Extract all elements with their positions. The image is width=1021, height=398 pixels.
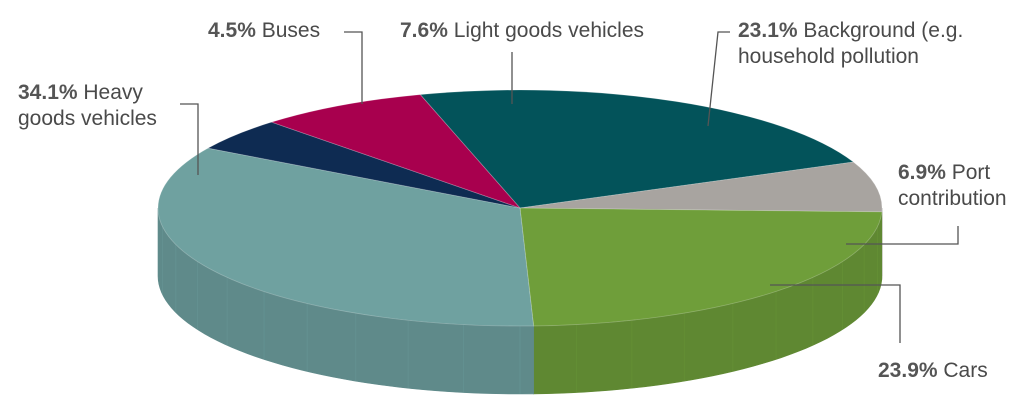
label-port: 6.9% Port contribution	[898, 160, 1007, 212]
label-light-goods-pct: 7.6%	[400, 19, 448, 42]
label-light-goods: 7.6% Light goods vehicles	[400, 18, 644, 44]
slice-port	[519, 161, 883, 213]
label-heavy-goods-text: Heavy	[83, 81, 143, 104]
slice-buses	[206, 121, 521, 209]
label-heavy-goods-pct: 34.1%	[18, 81, 78, 104]
label-heavy-goods: 34.1% Heavy goods vehicles	[18, 80, 157, 132]
label-cars: 23.9% Cars	[878, 358, 988, 384]
leader-line-background	[707, 31, 730, 127]
label-cars-pct: 23.9%	[878, 359, 938, 382]
label-buses-pct: 4.5%	[208, 19, 256, 42]
label-heavy-goods-text-line2: goods vehicles	[18, 107, 157, 130]
label-port-text-line2: contribution	[898, 187, 1007, 210]
label-port-text: Port	[951, 161, 991, 184]
label-background-text: Background (e.g.	[803, 19, 964, 42]
label-buses: 4.5% Buses	[208, 18, 320, 44]
label-light-goods-text: Light goods vehicles	[453, 19, 645, 42]
leader-line-cars	[770, 284, 901, 343]
label-background: 23.1% Background (e.g. household polluti…	[738, 18, 963, 70]
slice-light-goods	[270, 94, 522, 209]
label-background-pct: 23.1%	[738, 19, 798, 42]
label-port-pct: 6.9%	[898, 161, 946, 184]
leader-line-buses	[344, 31, 363, 104]
label-buses-text: Buses	[261, 19, 321, 42]
leader-line-port	[846, 226, 959, 245]
label-cars-text: Cars	[943, 359, 988, 382]
slice-heavy-goods	[157, 147, 535, 327]
label-background-text-line2: household pollution	[738, 45, 919, 68]
leader-line-heavy-goods	[180, 103, 199, 175]
slice-cars	[519, 207, 883, 327]
slice-background	[419, 89, 855, 209]
